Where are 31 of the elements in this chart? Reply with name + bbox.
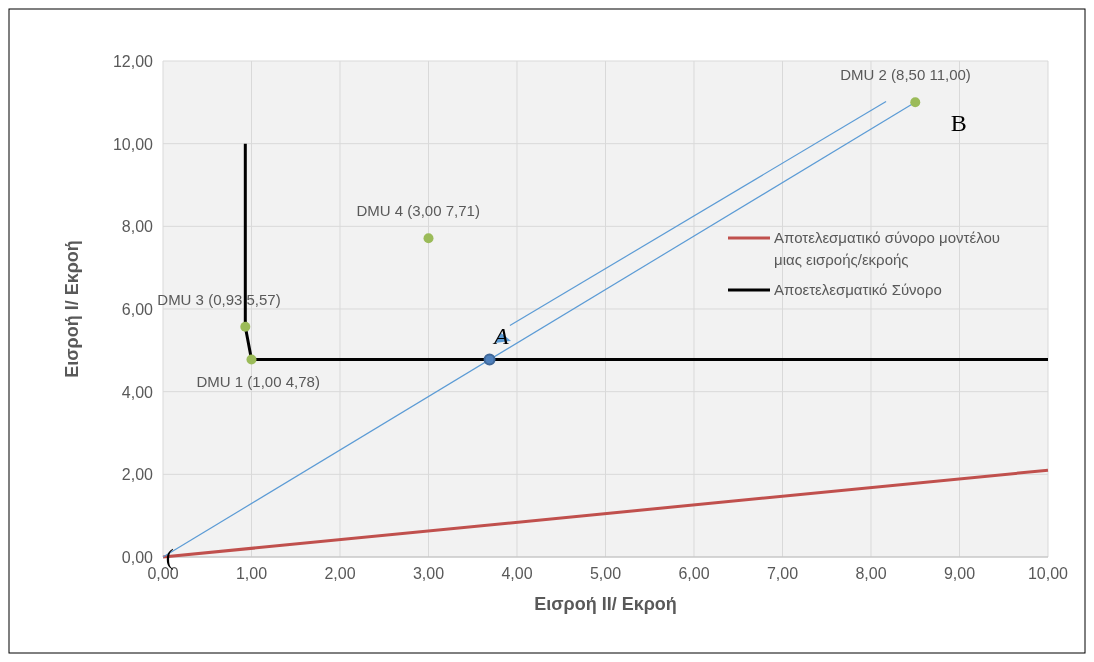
y-tick-label: 4,00 bbox=[121, 383, 154, 401]
point bbox=[483, 353, 496, 366]
x-tick-label: 7,00 bbox=[766, 565, 799, 582]
x-tick-label: 3,00 bbox=[412, 565, 445, 582]
y-tick-label: 8,00 bbox=[121, 218, 154, 236]
legend-label: Αποετελεσματικό Σύνορο bbox=[774, 281, 942, 298]
y-tick-label: 12,00 bbox=[112, 53, 154, 70]
legend-label: Αποτελεσματικό σύνορο μοντέλου μιας εισροής/εκροής bbox=[774, 229, 1000, 268]
x-tick-label: 8,00 bbox=[855, 565, 887, 582]
y-tick-label: 0,00 bbox=[121, 549, 154, 566]
annotation: DMU 2 (8,50 11,00) bbox=[840, 66, 971, 84]
x-tick-label: 4,00 bbox=[501, 565, 533, 582]
point bbox=[246, 354, 257, 365]
x-tick-label: 10,00 bbox=[1027, 565, 1069, 582]
point bbox=[240, 321, 251, 332]
x-tick-label: 5,00 bbox=[589, 565, 622, 582]
y-tick-label: 2,00 bbox=[121, 466, 154, 484]
annotation: DMU 3 (0,93 5,57) bbox=[157, 290, 281, 308]
x-tick-label: 9,00 bbox=[943, 565, 976, 582]
x-tick-label: 2,00 bbox=[324, 565, 356, 582]
point bbox=[910, 97, 921, 108]
annotation: B bbox=[950, 110, 967, 137]
annotation: DMU 1 (1,00 4,78) bbox=[196, 373, 320, 391]
x-tick-label: 6,00 bbox=[678, 565, 710, 582]
annotation: DMU 4 (3,00 7,71) bbox=[356, 202, 480, 220]
y-tick-label: 6,00 bbox=[121, 301, 154, 318]
y-tick-label: 10,00 bbox=[112, 135, 154, 153]
point bbox=[423, 233, 434, 244]
x-axis-title: Εισροή II/ Εκροή bbox=[534, 594, 677, 614]
y-axis-title: Εισροή I/ Εκροή bbox=[62, 240, 82, 378]
x-tick-label: 1,00 bbox=[235, 565, 268, 582]
